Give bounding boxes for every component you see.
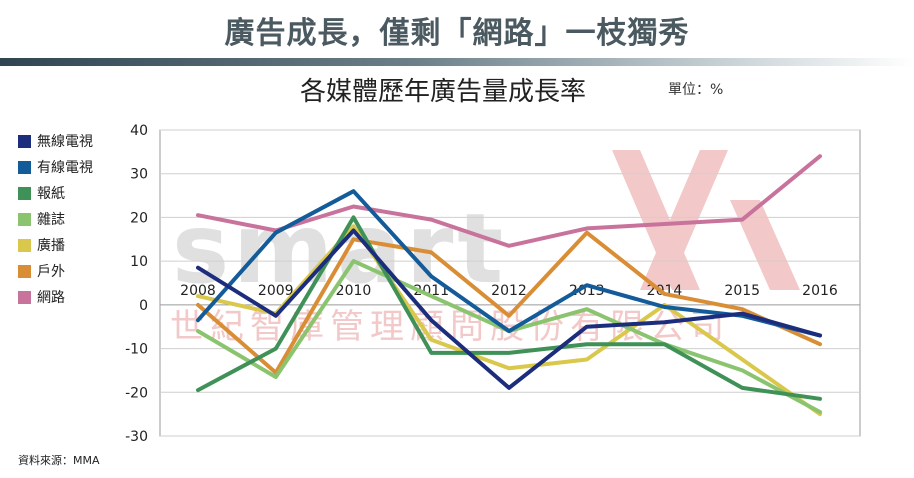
chart-title: 各媒體歷年廣告量成長率	[300, 77, 587, 107]
legend-item: 無線電視	[18, 128, 93, 154]
y-tick-label: -20	[125, 385, 148, 401]
y-tick-label: 30	[130, 167, 148, 183]
legend-label: 報紙	[37, 186, 65, 202]
series-lines	[196, 154, 822, 417]
series-line	[196, 189, 822, 338]
y-tick-label: -30	[125, 429, 148, 445]
legend-swatch	[18, 160, 31, 174]
series-line	[196, 215, 822, 401]
source-note: 資料來源：MMA	[18, 454, 100, 467]
series-line	[196, 154, 822, 248]
y-tick-label: -10	[125, 342, 148, 358]
watermark-logo-mark	[612, 150, 728, 290]
y-tick-label: 10	[130, 254, 148, 270]
legend-label: 無線電視	[37, 134, 93, 150]
x-tick-label: 2011	[413, 283, 449, 299]
watermark-company: 世紀智庫管理顧問股份有限公司	[170, 307, 730, 347]
series-line	[196, 230, 822, 375]
legend-label: 廣播	[37, 238, 65, 254]
legend-item: 廣播	[18, 232, 93, 258]
legend-label: 網路	[37, 290, 65, 306]
watermark-logo-stroke	[730, 200, 800, 290]
legend-swatch	[18, 134, 31, 148]
chart-legend: 無線電視 有線電視 報紙 雜誌 廣播 戶外 網路	[18, 128, 93, 310]
unit-label: 單位：%	[668, 82, 724, 98]
x-tick-label: 2010	[336, 283, 372, 299]
x-axis-labels: 2008 2009 2010 2011 2012 2013 2014 2015 2016	[180, 283, 838, 299]
legend-swatch	[18, 264, 31, 278]
legend-swatch	[18, 186, 31, 200]
legend-item: 有線電視	[18, 154, 93, 180]
y-tick-label: 40	[130, 123, 148, 139]
legend-item: 戶外	[18, 258, 93, 284]
legend-item: 網路	[18, 284, 93, 310]
headline: 廣告成長，僅剩「網路」一枝獨秀	[224, 16, 690, 51]
legend-item: 雜誌	[18, 206, 93, 232]
legend-label: 有線電視	[37, 160, 93, 176]
y-tick-label: 0	[139, 298, 148, 314]
x-tick-label: 2016	[802, 283, 838, 299]
y-axis-labels: 40 30 20 10 0 -10 -20 -30	[125, 123, 148, 445]
header-rule	[0, 58, 914, 66]
x-tick-label: 2009	[258, 283, 294, 299]
legend-label: 雜誌	[37, 212, 65, 228]
x-tick-label: 2015	[724, 283, 760, 299]
legend-label: 戶外	[37, 264, 65, 280]
series-line	[196, 228, 822, 390]
y-tick-label: 20	[130, 210, 148, 226]
legend-swatch	[18, 238, 31, 252]
legend-swatch	[18, 290, 31, 304]
legend-swatch	[18, 212, 31, 226]
x-tick-label: 2012	[491, 283, 527, 299]
x-tick-label: 2008	[180, 283, 216, 299]
legend-item: 報紙	[18, 180, 93, 206]
